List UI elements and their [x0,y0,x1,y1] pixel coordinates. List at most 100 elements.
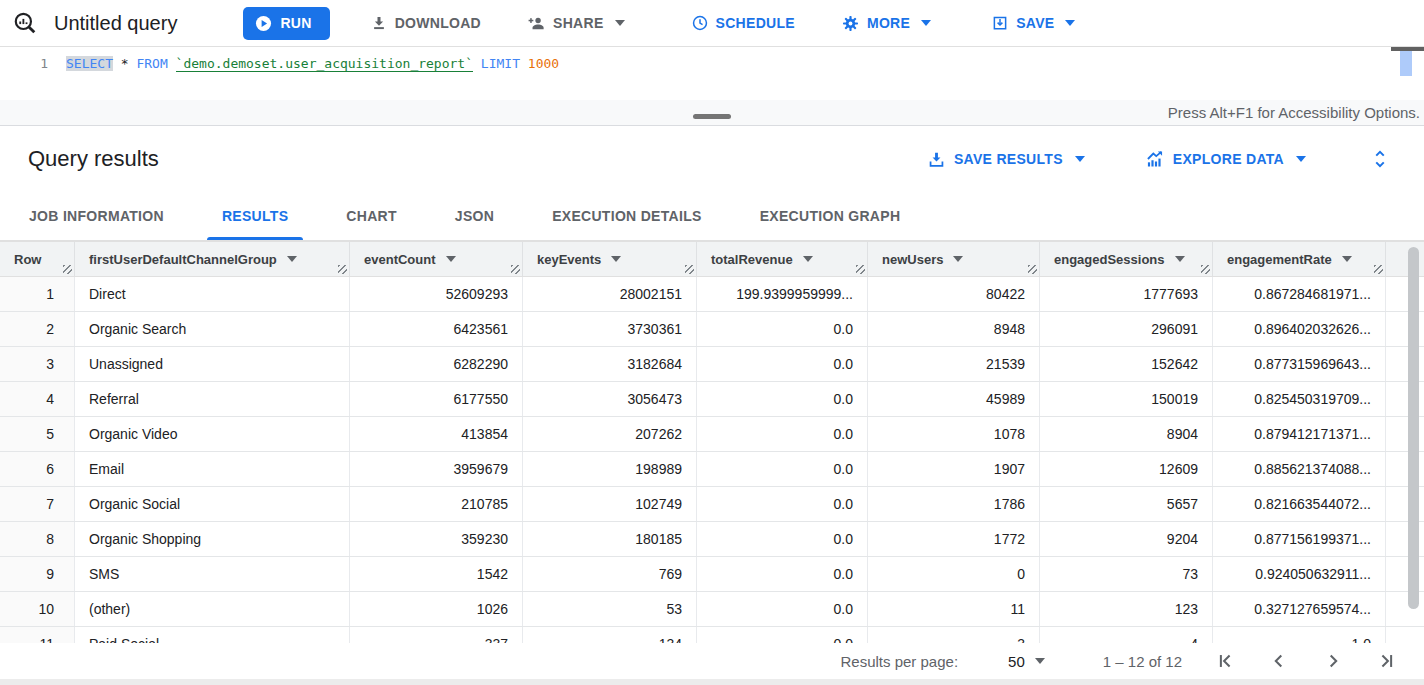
save-label: SAVE [1016,15,1054,31]
cell-firstUserDefaultChannelGroup: Organic Search [75,312,350,346]
sort-caret-icon[interactable] [1175,256,1185,262]
share-caret-icon [615,20,625,26]
sort-caret-icon[interactable] [611,256,621,262]
column-header-engagedSessions[interactable]: engagedSessions [1040,242,1213,276]
last-page-button[interactable] [1376,650,1398,672]
cell-engagementRate: 0.924050632911... [1213,557,1386,591]
cell-engagementRate: 0.885621374088... [1213,452,1386,486]
share-label: SHARE [553,15,604,31]
schedule-icon [691,14,709,32]
sort-caret-icon[interactable] [953,256,963,262]
column-header-engagementRate[interactable]: engagementRate [1213,242,1386,276]
table-row: 2Organic Search642356137303610.089482960… [0,312,1424,347]
sort-caret-icon[interactable] [1342,256,1352,262]
table-row: 11Paid Social3371340.0341.0 [0,627,1424,643]
column-header-firstUserDefaultChannelGroup[interactable]: firstUserDefaultChannelGroup [75,242,350,276]
column-header-newUsers[interactable]: newUsers [868,242,1040,276]
save-button[interactable]: SAVE [985,13,1081,33]
more-button[interactable]: MORE [835,13,937,34]
column-label: Row [14,252,41,267]
column-resize-handle[interactable] [856,265,865,274]
tab-results[interactable]: RESULTS [193,192,317,240]
table-row: 9SMS15427690.00730.924050632911... [0,557,1424,592]
cell-engagementRate: 0.867284681971... [1213,277,1386,311]
sql-from-keyword: FROM [136,56,167,71]
more-caret-icon [921,20,931,26]
column-label: engagedSessions [1054,252,1165,267]
tab-execution-details[interactable]: EXECUTION DETAILS [523,192,731,240]
cell-newUsers: 11 [868,592,1040,626]
sql-table-reference[interactable]: `demo.demoset.user_acquisition_report` [176,56,473,72]
sort-caret-icon[interactable] [446,256,456,262]
tab-job-information[interactable]: JOB INFORMATION [0,192,193,240]
cell-eventCount: 1026 [350,592,523,626]
column-header-eventCount[interactable]: eventCount [350,242,523,276]
cell-eventCount: 413854 [350,417,523,451]
table-row: 4Referral617755030564730.0459891500190.8… [0,382,1424,417]
cell-engagedSessions: 73 [1040,557,1213,591]
expand-collapse-button[interactable] [1364,147,1396,171]
query-title[interactable]: Untitled query [54,12,177,35]
explore-data-button[interactable]: EXPLORE DATA [1139,148,1312,170]
cell-firstUserDefaultChannelGroup: Paid Social [75,627,350,643]
tab-chart[interactable]: CHART [317,192,426,240]
pagination-range: 1 – 12 of 12 [1103,653,1182,670]
column-resize-handle[interactable] [338,265,347,274]
column-header-totalRevenue[interactable]: totalRevenue [697,242,868,276]
row-number-cell: 1 [0,277,75,311]
table-header: Row firstUserDefaultChannelGroupeventCoun… [0,241,1424,277]
schedule-button[interactable]: SCHEDULE [685,13,801,33]
tab-execution-graph[interactable]: EXECUTION GRAPH [731,192,930,240]
cell-engagedSessions: 4 [1040,627,1213,643]
row-number-cell: 4 [0,382,75,416]
sql-code-line[interactable]: SELECT * FROM `demo.demoset.user_acquisi… [66,56,559,71]
tab-json[interactable]: JSON [426,192,523,240]
column-resize-handle[interactable] [1374,265,1383,274]
cell-engagedSessions: 1777693 [1040,277,1213,311]
prev-page-button[interactable] [1268,650,1290,672]
cell-eventCount: 52609293 [350,277,523,311]
editor-vertical-scrollbar[interactable] [1400,51,1412,76]
schedule-label: SCHEDULE [716,15,795,31]
column-resize-handle[interactable] [63,265,72,274]
sql-star: * [121,56,129,71]
table-vertical-scrollbar[interactable] [1408,247,1419,609]
column-resize-handle[interactable] [1028,265,1037,274]
cell-engagedSessions: 5657 [1040,487,1213,521]
cell-eventCount: 6177550 [350,382,523,416]
column-label: newUsers [882,252,943,267]
sql-editor[interactable]: 1 SELECT * FROM `demo.demoset.user_acqui… [0,46,1424,100]
cell-newUsers: 1772 [868,522,1040,556]
share-button[interactable]: SHARE [521,13,631,34]
download-button[interactable]: DOWNLOAD [364,13,487,33]
column-header-Row[interactable]: Row [0,242,75,276]
splitter-drag-handle[interactable] [693,114,731,119]
column-resize-handle[interactable] [511,265,520,274]
cell-newUsers: 1078 [868,417,1040,451]
cell-totalRevenue: 0.0 [697,592,868,626]
column-resize-handle[interactable] [685,265,694,274]
cell-firstUserDefaultChannelGroup: Organic Shopping [75,522,350,556]
row-number-cell: 2 [0,312,75,346]
column-header-keyEvents[interactable]: keyEvents [523,242,697,276]
cell-firstUserDefaultChannelGroup: Referral [75,382,350,416]
sort-caret-icon[interactable] [287,256,297,262]
next-page-button[interactable] [1322,650,1344,672]
table-row: 6Email39596791989890.01907126090.8856213… [0,452,1424,487]
first-page-button[interactable] [1214,650,1236,672]
column-resize-handle[interactable] [1201,265,1210,274]
run-button[interactable]: RUN [243,7,329,40]
cell-firstUserDefaultChannelGroup: Email [75,452,350,486]
cell-engagedSessions: 152642 [1040,347,1213,381]
cell-engagementRate: 0.877156199371... [1213,522,1386,556]
pagination-bar: Results per page: 50 1 – 12 of 12 [0,643,1424,679]
cell-keyEvents: 3730361 [523,312,697,346]
cell-firstUserDefaultChannelGroup: Organic Social [75,487,350,521]
sort-caret-icon[interactable] [803,256,813,262]
table-row: 3Unassigned628229031826840.0215391526420… [0,347,1424,382]
save-results-button[interactable]: SAVE RESULTS [921,149,1091,170]
horizontal-scrollbar-track[interactable] [0,679,1424,685]
cell-totalRevenue: 0.0 [697,452,868,486]
cell-eventCount: 337 [350,627,523,643]
page-size-select[interactable]: 50 [1002,652,1051,671]
